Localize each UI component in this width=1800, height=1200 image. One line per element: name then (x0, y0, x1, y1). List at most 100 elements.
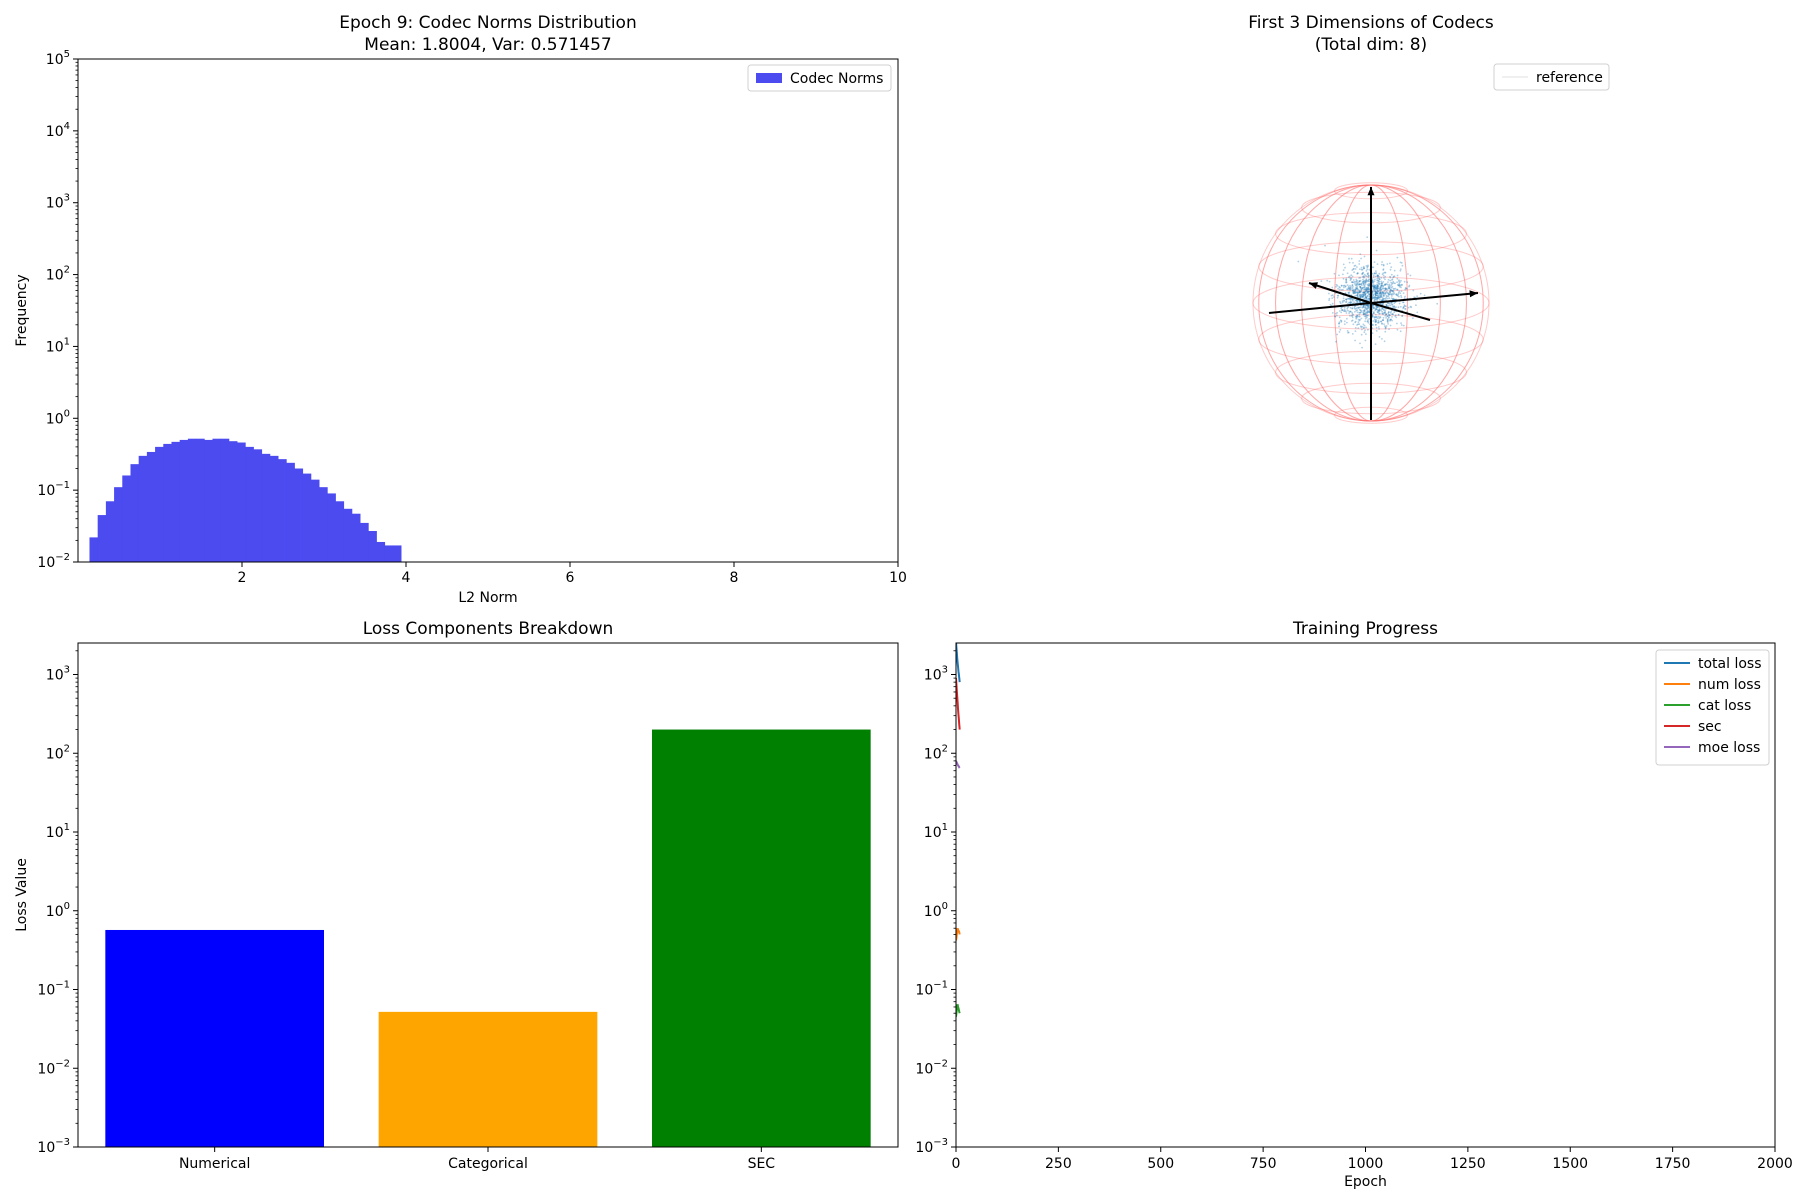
sphere-point (1368, 309, 1371, 312)
progress-panel: 0 250 500 750 1000 1250 1500 1750 2000 10−3 10−2 10… (915, 619, 1792, 1190)
sphere-point (1374, 293, 1377, 296)
sphere-point (1385, 294, 1388, 297)
sphere-point (1365, 278, 1368, 280)
sphere-point (1356, 315, 1359, 317)
hist-bar (228, 441, 238, 562)
sphere-point (1347, 305, 1350, 308)
sphere-point (1362, 304, 1364, 307)
sphere-point (1386, 263, 1389, 265)
sphere-point (1376, 297, 1379, 300)
sphere-point (1366, 312, 1368, 315)
sphere-point (1377, 274, 1379, 277)
sphere-point (1324, 244, 1326, 247)
sphere-point (1349, 310, 1352, 313)
sphere-point (1364, 279, 1367, 282)
sphere-point (1378, 336, 1381, 338)
sphere-point (1338, 322, 1340, 325)
sphere-point (1345, 298, 1347, 301)
sphere-point (1364, 317, 1367, 320)
sphere-point (1345, 277, 1348, 280)
sphere-point (1335, 340, 1337, 343)
sphere-point (1374, 316, 1377, 318)
sphere-point (1393, 292, 1395, 295)
sphere-point (1380, 284, 1383, 287)
sphere-point (1376, 292, 1379, 294)
sphere-point (1358, 306, 1360, 309)
sphere-point (1344, 266, 1346, 269)
sphere-point (1375, 308, 1377, 311)
sphere-point (1382, 288, 1384, 290)
hist-bar (368, 531, 377, 562)
sphere-point (1379, 316, 1382, 319)
progress-legend-label: total loss (1698, 656, 1762, 672)
sphere-point (1355, 299, 1357, 302)
sphere-point (1383, 271, 1386, 274)
sphere-point (1401, 264, 1404, 267)
sphere-point (1366, 291, 1369, 294)
sphere-point (1374, 287, 1377, 290)
sphere-point (1367, 286, 1370, 288)
sphere-point (1354, 289, 1357, 291)
sphere-point (1375, 272, 1378, 274)
sphere-point (1387, 292, 1389, 295)
sphere-point (1404, 308, 1406, 310)
sphere-point (1389, 279, 1392, 282)
sphere-point (1376, 311, 1379, 314)
sphere-point (1339, 286, 1341, 289)
sphere-point (1407, 306, 1410, 309)
sphere-point (1340, 321, 1343, 323)
sphere-point (1359, 253, 1362, 256)
progress-xtick-label: 1000 (1348, 1156, 1384, 1172)
progress-series-line (956, 1004, 961, 1017)
sphere-point (1398, 279, 1400, 281)
sphere-point (1343, 308, 1346, 311)
sphere-point (1360, 284, 1363, 287)
sphere-point (1392, 298, 1394, 301)
sphere-point (1374, 284, 1377, 287)
sphere-point (1391, 303, 1394, 306)
sphere-point (1378, 321, 1380, 323)
sphere-point (1368, 290, 1371, 293)
sphere-point (1389, 268, 1392, 271)
sphere-point (1373, 316, 1376, 319)
sphere-point (1398, 283, 1401, 286)
sphere-point (1403, 304, 1406, 306)
sphere-point (1390, 318, 1393, 321)
sphere-point (1368, 297, 1370, 300)
sphere-point (1366, 268, 1369, 271)
progress-legend-label: num loss (1698, 677, 1761, 693)
sphere-point (1364, 311, 1367, 314)
sphere-point (1356, 266, 1358, 268)
sphere-point (1368, 282, 1370, 285)
sphere-point (1372, 287, 1375, 290)
sphere-point (1368, 268, 1371, 271)
sphere-point (1368, 293, 1371, 296)
progress-xtick-label: 1250 (1450, 1156, 1486, 1172)
sphere-point (1362, 282, 1365, 285)
sphere-point (1404, 287, 1407, 289)
sphere-point (1364, 306, 1367, 309)
sphere-point (1343, 323, 1346, 325)
sphere-point (1355, 287, 1358, 290)
sphere-point (1356, 294, 1359, 297)
sphere-point (1374, 290, 1377, 293)
sphere-point (1363, 297, 1366, 299)
sphere-point (1367, 284, 1370, 287)
sphere-point (1400, 324, 1403, 326)
sphere-point (1372, 307, 1375, 309)
sphere-point (1400, 283, 1403, 286)
sphere-point (1382, 263, 1385, 266)
sphere-point (1383, 312, 1386, 315)
sphere-point (1405, 287, 1407, 290)
sphere-points (1297, 236, 1439, 349)
sphere-point (1392, 297, 1395, 300)
sphere-point (1380, 282, 1383, 285)
sphere-point (1375, 316, 1378, 318)
sphere-point (1363, 279, 1365, 282)
sphere-point (1358, 312, 1361, 314)
loss-xtick-label: Numerical (179, 1156, 250, 1172)
sphere-point (1347, 331, 1350, 334)
sphere-point (1367, 287, 1369, 290)
sphere-point (1397, 283, 1399, 286)
sphere-point (1389, 319, 1391, 322)
